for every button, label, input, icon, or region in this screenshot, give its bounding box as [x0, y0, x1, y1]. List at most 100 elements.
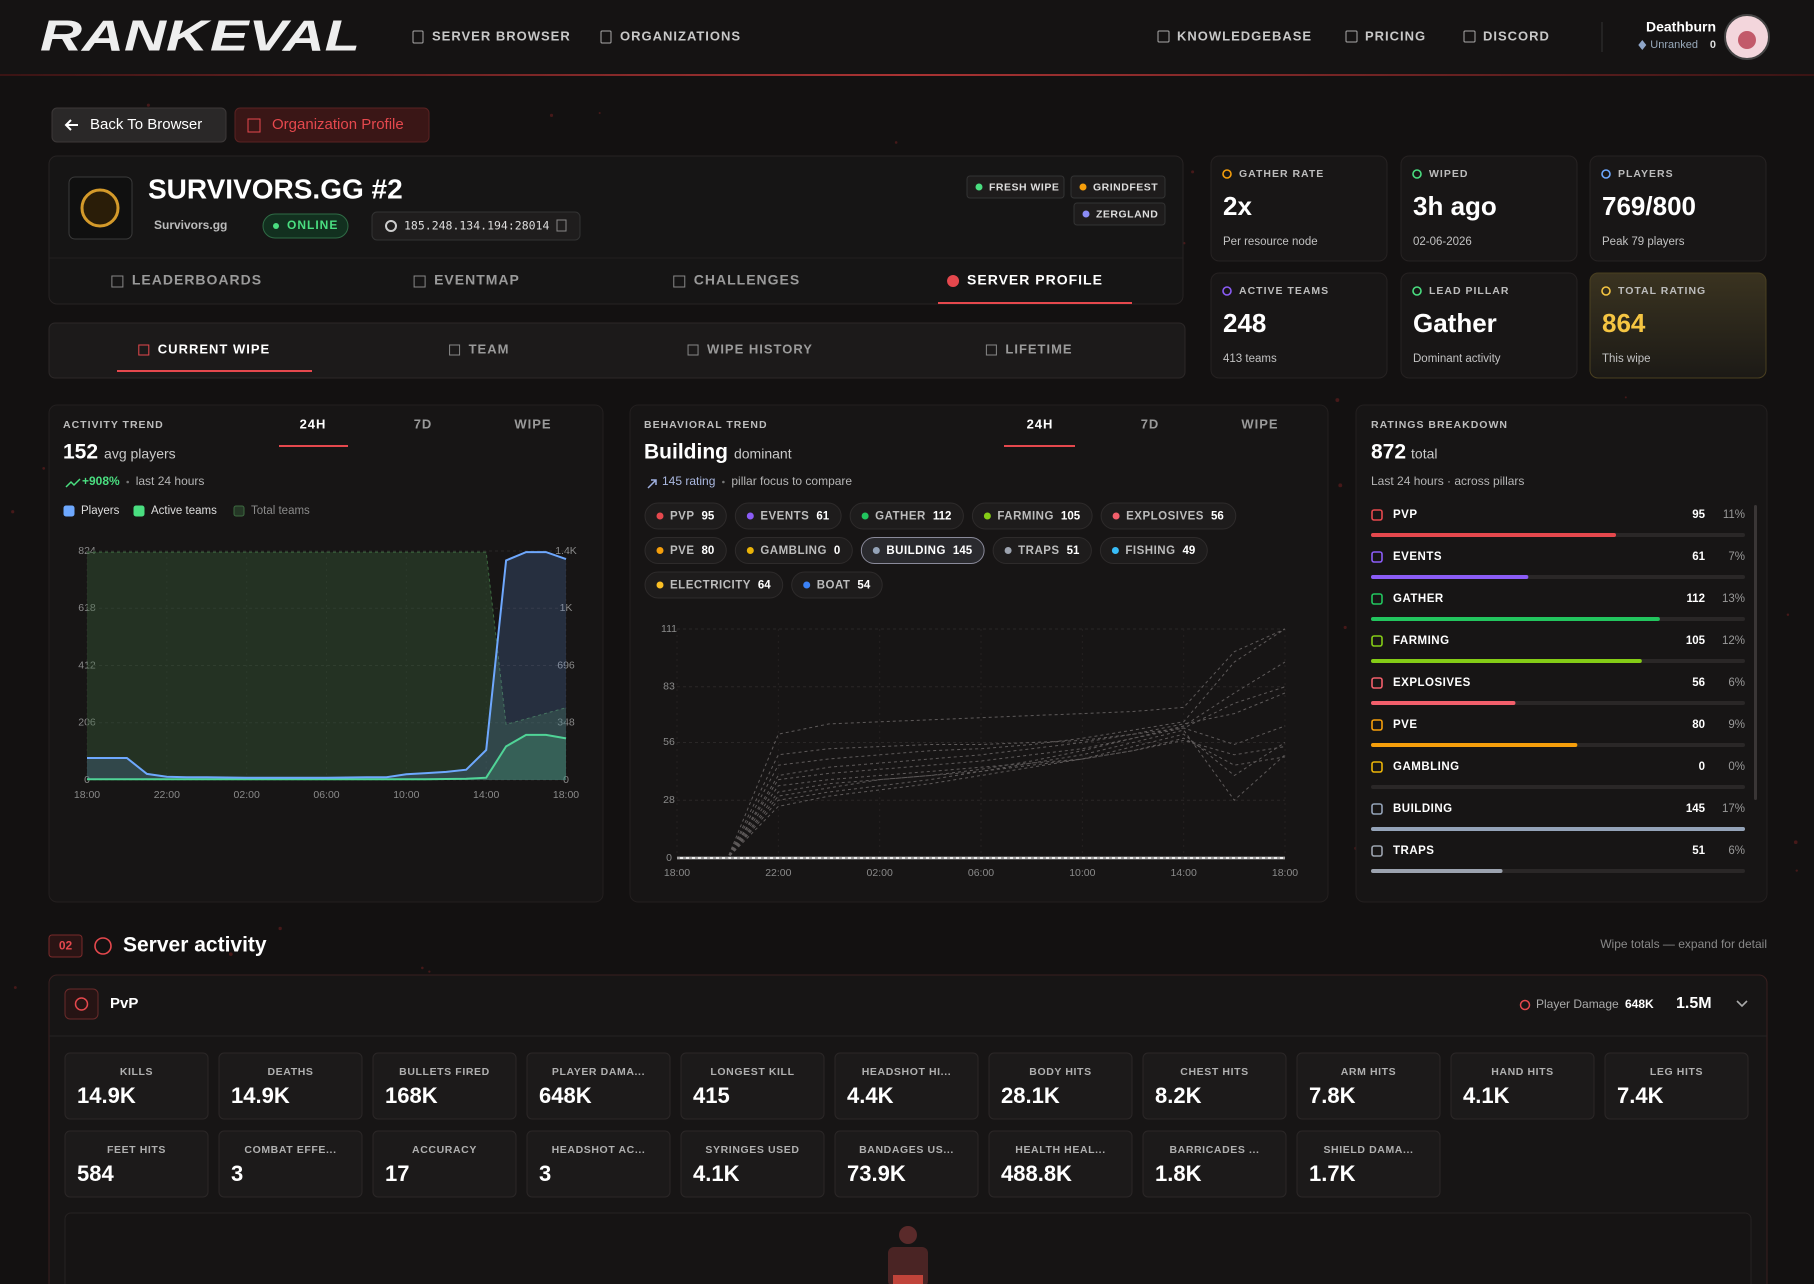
server-tag-label: FRESH WIPE: [989, 181, 1059, 193]
range-tab[interactable]: 7D: [414, 416, 433, 431]
nav-link[interactable]: ORGANIZATIONS: [620, 28, 741, 43]
address-icon: [385, 220, 397, 232]
pill-bg: [849, 502, 964, 530]
section-title: Server activity: [123, 934, 267, 957]
body-head: [899, 1226, 917, 1244]
range-tab[interactable]: WIPE: [1241, 416, 1278, 431]
pillar-pill[interactable]: GATHER 112: [849, 502, 964, 530]
pill-bg: [644, 537, 727, 564]
ratings-scrollbar: [1754, 505, 1757, 800]
stat-label: PLAYERS: [1618, 168, 1674, 180]
back-label[interactable]: Back To Browser: [90, 116, 202, 133]
pillar-pill[interactable]: TRAPS 51: [992, 537, 1092, 564]
nav-link[interactable]: PRICING: [1365, 28, 1426, 43]
pill-dot: [746, 512, 754, 520]
range-tab[interactable]: 24H: [1027, 416, 1054, 431]
range-tab[interactable]: 7D: [1141, 416, 1160, 431]
pillar-pill[interactable]: PVE 80: [644, 537, 727, 564]
org-button[interactable]: [234, 107, 430, 143]
range-tab[interactable]: 24H: [300, 416, 327, 431]
pvp-icon-box: [64, 988, 99, 1020]
address-pill[interactable]: [371, 211, 581, 241]
nav-link[interactable]: SERVER BROWSER: [432, 28, 571, 43]
stat-card: [1589, 272, 1767, 379]
tile-label: BANDAGES US...: [859, 1144, 954, 1156]
pillar-share: 13%: [1722, 593, 1745, 605]
server-tab[interactable]: LEADERBOARDS: [132, 272, 262, 288]
pill-value: 64: [758, 580, 771, 592]
server-tab[interactable]: SERVER PROFILE: [967, 272, 1103, 288]
series-line: [677, 686, 1286, 859]
server-org: Survivors.gg: [154, 218, 227, 232]
org-label[interactable]: Organization Profile: [272, 116, 404, 133]
pillar-name: GAMBLING: [1393, 761, 1460, 773]
stat-value: 3h ago: [1413, 191, 1497, 221]
server-tag: [1073, 202, 1166, 226]
back-button[interactable]: [51, 107, 227, 143]
stat-icon: [1222, 286, 1232, 296]
wipe-subtab[interactable]: TEAM: [469, 341, 510, 356]
stat-icon: [1601, 286, 1611, 296]
nav-icon: [1157, 30, 1170, 43]
pillar-pill[interactable]: BOAT 54: [791, 571, 883, 599]
tile-value: 8.2K: [1155, 1083, 1202, 1108]
wipe-subtab[interactable]: LIFETIME: [1005, 341, 1072, 356]
pillar-name: PVP: [1393, 509, 1418, 521]
behavior-rating-note: pillar focus to compare: [731, 474, 852, 488]
subtab-icon: [138, 344, 150, 356]
stat-note: This wipe: [1602, 353, 1651, 365]
pillar-pill[interactable]: FARMING 105: [971, 502, 1093, 530]
wipe-subtab[interactable]: CURRENT WIPE: [158, 341, 270, 356]
stat-tile: [1450, 1052, 1595, 1120]
user-points: 0: [1710, 39, 1716, 51]
panel-headline-unit: avg players: [104, 446, 176, 462]
legend-label: Total teams: [251, 505, 310, 517]
nav-icon: [412, 30, 424, 44]
panel-headline: Building: [644, 441, 728, 464]
nav-icon: [1463, 30, 1476, 43]
pillar-value: 95: [1692, 509, 1705, 521]
server-tab[interactable]: EVENTMAP: [434, 272, 520, 288]
pillar-pill[interactable]: PVP 95: [644, 502, 727, 530]
y-tick-label: 111: [661, 623, 677, 635]
pillar-pill[interactable]: BUILDING 145: [860, 537, 985, 564]
tile-value: 3: [231, 1161, 243, 1186]
pillar-pill[interactable]: ELECTRICITY 64: [644, 571, 784, 599]
bg-dot: [1191, 170, 1195, 174]
bg-dot: [278, 926, 282, 931]
copy-icon[interactable]: [556, 219, 567, 232]
pillar-pill[interactable]: GAMBLING 0: [734, 537, 853, 564]
nav-link[interactable]: DISCORD: [1483, 28, 1550, 43]
stat-label: GATHER RATE: [1239, 168, 1324, 180]
section-note: Wipe totals — expand for detail: [1600, 937, 1767, 951]
bg-dot: [1335, 398, 1340, 403]
pill-value: 80: [702, 545, 715, 557]
stat-tile: [988, 1130, 1133, 1198]
stat-icon: [1412, 286, 1422, 296]
avatar-face: [1738, 31, 1756, 49]
tile-label: HEADSHOT AC...: [552, 1144, 646, 1156]
expand-chevron[interactable]: [1736, 1000, 1748, 1008]
pillar-pill[interactable]: EXPLOSIVES 56: [1100, 502, 1237, 530]
pillar-pill[interactable]: EVENTS 61: [734, 502, 842, 530]
stat-tile: [1604, 1052, 1749, 1120]
bg-dot: [549, 113, 554, 118]
legend-swatch: [63, 505, 75, 517]
tag-icon: [975, 183, 983, 191]
pillar-pill[interactable]: FISHING 49: [1099, 537, 1208, 564]
bg-dot: [1795, 869, 1798, 872]
pillar-value: 51: [1692, 845, 1705, 857]
wipe-subtab[interactable]: WIPE HISTORY: [707, 341, 813, 356]
panel-headline-unit: dominant: [734, 446, 792, 462]
group-metric-value: 648K: [1625, 997, 1654, 1011]
server-tab[interactable]: CHALLENGES: [694, 272, 800, 288]
nav-link[interactable]: KNOWLEDGEBASE: [1177, 28, 1312, 43]
bg-dot: [1338, 483, 1343, 488]
pill-bg: [734, 502, 842, 530]
stat-note: 413 teams: [1223, 353, 1277, 365]
range-tab[interactable]: WIPE: [514, 416, 551, 431]
stat-tile: [218, 1052, 363, 1120]
x-tick-label: 18:00: [1272, 867, 1298, 879]
pill-bg: [1100, 502, 1237, 530]
stat-label: LEAD PILLAR: [1429, 285, 1509, 297]
